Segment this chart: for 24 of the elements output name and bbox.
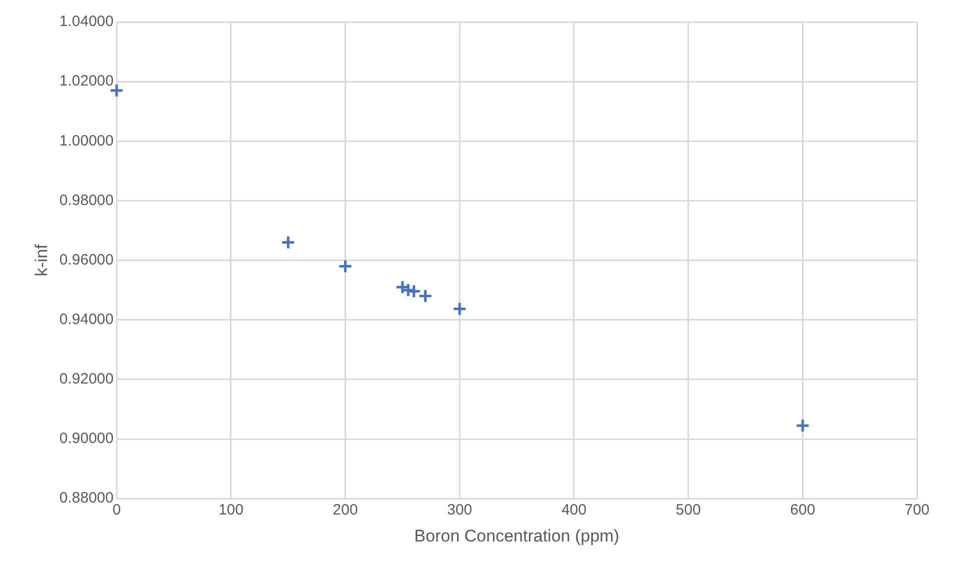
- x-tick-label: 0: [112, 502, 121, 519]
- y-tick-label: 0.94000: [59, 311, 114, 328]
- x-tick-label: 400: [561, 502, 586, 519]
- point: [280, 235, 296, 250]
- point: [418, 288, 433, 304]
- y-tick-label: 0.96000: [59, 251, 114, 268]
- point: [795, 418, 810, 433]
- point: [452, 302, 467, 316]
- x-axis-title: Boron Concentration (ppm): [414, 526, 620, 546]
- y-tick-label: 0.98000: [59, 192, 114, 209]
- x-tick-label: 100: [218, 502, 244, 519]
- x-tick-label: 700: [904, 502, 930, 519]
- y-tick-label: 1.00000: [59, 132, 114, 150]
- y-tick-label: 0.88000: [59, 490, 114, 507]
- x-tick-label: 300: [447, 502, 472, 519]
- y-tick-label: 0.90000: [59, 430, 114, 448]
- point: [338, 259, 353, 274]
- x-tick-label: 200: [332, 502, 358, 519]
- x-tick-label: 500: [676, 502, 701, 519]
- x-tick-label: 600: [790, 502, 816, 519]
- y-tick-label: 1.02000: [59, 72, 114, 90]
- y-axis-title: k-inf: [32, 244, 51, 276]
- y-tick-label: 1.04000: [59, 13, 114, 30]
- y-tick-label: 0.92000: [59, 370, 114, 388]
